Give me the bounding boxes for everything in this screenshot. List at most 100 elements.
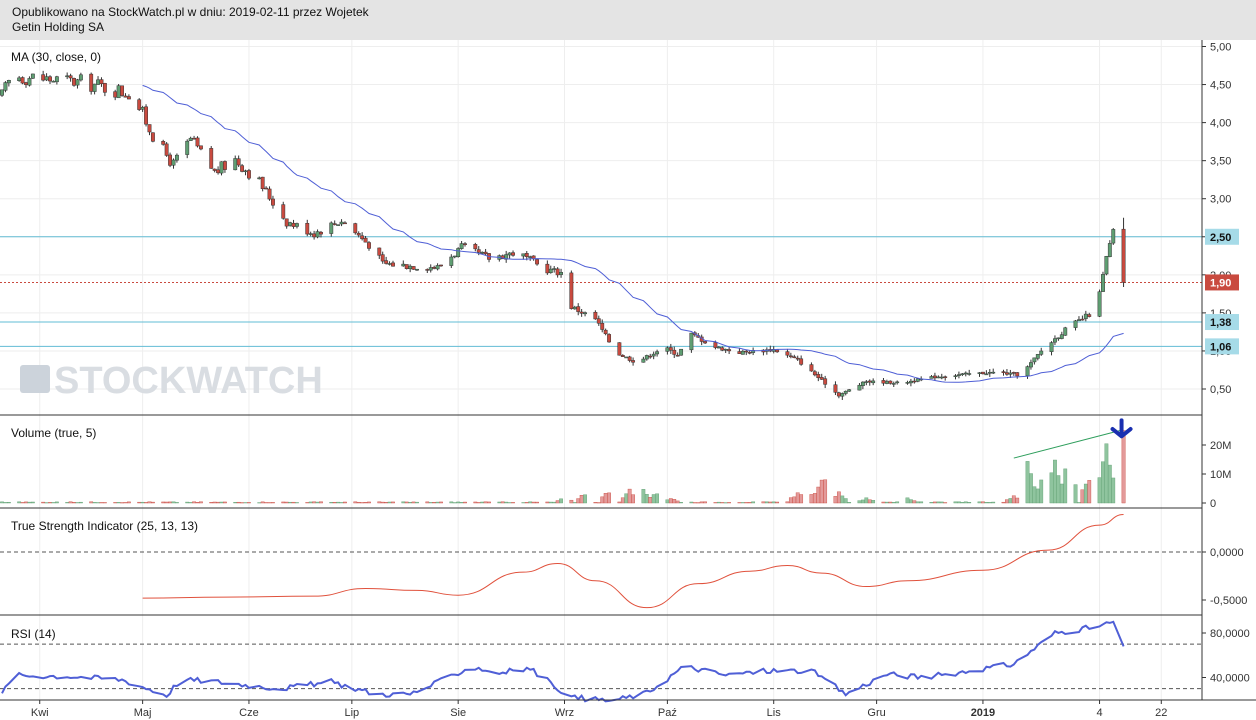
price-panel [0, 70, 1202, 400]
volume-bar [260, 501, 265, 504]
volume-bar [943, 502, 948, 504]
volume-bar [384, 501, 389, 504]
volume-bar [933, 501, 937, 504]
volume-bar [644, 494, 649, 504]
candle-body [476, 249, 481, 253]
volume-bar [555, 500, 560, 504]
volume-bar [905, 497, 910, 504]
down-arrow-icon [1110, 418, 1133, 439]
instrument-name: Getin Holding SA [12, 20, 105, 34]
volume-bar [120, 502, 124, 504]
candle-body [459, 243, 464, 249]
volume-bar [740, 502, 745, 504]
volume-bar [54, 501, 59, 504]
price-axis-tick-label: 3,00 [1210, 194, 1231, 206]
candle-body [631, 360, 636, 363]
candle-body [795, 357, 800, 360]
volume-bar [919, 501, 924, 504]
volume-bar [583, 494, 587, 504]
candle-body [123, 95, 128, 98]
volume-bar [199, 501, 203, 504]
candle-body [816, 374, 821, 379]
axes: 0,501,001,502,002,503,003,504,004,505,00… [0, 40, 1256, 720]
volume-bar [1101, 461, 1105, 504]
volume-bar [209, 502, 214, 504]
volume-bar [771, 501, 776, 504]
volume-bar [500, 501, 505, 504]
volume-bar [1083, 483, 1088, 504]
candle-body [980, 371, 985, 375]
candle-body [788, 355, 793, 358]
candle-body [1039, 350, 1044, 355]
volume-bar [144, 502, 148, 504]
volume-bar [68, 501, 73, 504]
price-axis-tick-label: 4,00 [1210, 118, 1231, 130]
volume-bar [363, 502, 368, 504]
volume-bar [764, 501, 769, 504]
candle-body [240, 165, 245, 172]
x-axis-tick-label: Kwi [31, 707, 49, 719]
volume-bar [987, 502, 992, 504]
volume-panel-title: Volume (true, 5) [11, 426, 96, 440]
candle-body [1056, 337, 1061, 340]
volume-bar [0, 501, 4, 504]
candle-body [257, 177, 262, 180]
volume-bar [967, 502, 972, 504]
x-axis-tick-label: Sie [450, 707, 466, 719]
candle-body [243, 170, 248, 173]
volume-bar [17, 501, 22, 504]
candle-body [473, 244, 478, 250]
volume-bar [751, 501, 756, 504]
price-level-badge [1205, 228, 1239, 245]
candle-body [905, 382, 910, 384]
volume-bar [212, 501, 217, 504]
candle-body [1107, 243, 1112, 257]
volume-bar [809, 494, 814, 504]
candle-body [535, 259, 539, 265]
candle-body [785, 351, 790, 356]
candle-body [1097, 291, 1102, 317]
volume-bar [51, 502, 56, 504]
candle-body [65, 75, 70, 78]
candle-body [1111, 229, 1116, 244]
candle-body [812, 371, 817, 376]
candle-body [668, 347, 673, 351]
candle-body [233, 158, 238, 171]
volume-bar [463, 501, 467, 504]
candle-body [336, 224, 341, 226]
candle-body [984, 373, 989, 376]
candle-body [140, 107, 145, 110]
candle-body [871, 380, 876, 384]
volume-bar [281, 501, 286, 504]
grid-lines [0, 40, 1202, 700]
volume-bar [631, 494, 635, 504]
volume-bar [127, 501, 131, 504]
tsi-panel-title: True Strength Indicator (25, 13, 13) [11, 519, 198, 533]
volume-bar [1053, 459, 1057, 504]
volume-bar [569, 499, 574, 504]
volume-bar [651, 494, 656, 504]
volume-bar [596, 502, 601, 504]
candle-body [1121, 228, 1126, 283]
candle-body [1059, 334, 1064, 339]
volume-bar [312, 501, 316, 504]
candle-body [312, 233, 317, 238]
candle-body [363, 237, 368, 243]
volume-bar [744, 502, 749, 504]
stock-chart[interactable]: STOCKWATCH 0,501,001,502,002,503,003,504… [0, 40, 1256, 720]
volume-bar [579, 495, 584, 504]
volume-bar [668, 498, 673, 504]
candle-body [572, 306, 577, 310]
candle-body [929, 376, 934, 379]
volume-bar [716, 501, 721, 504]
candle-body [644, 355, 649, 360]
candle-body [24, 82, 28, 85]
volume-bar [380, 501, 385, 504]
candle-body [339, 221, 344, 225]
volume-bar [487, 501, 491, 504]
candle-body [360, 235, 365, 240]
volume-bar [233, 501, 238, 504]
volume-bar [271, 502, 275, 504]
candle-body [1008, 372, 1013, 375]
candle-body [579, 311, 584, 314]
